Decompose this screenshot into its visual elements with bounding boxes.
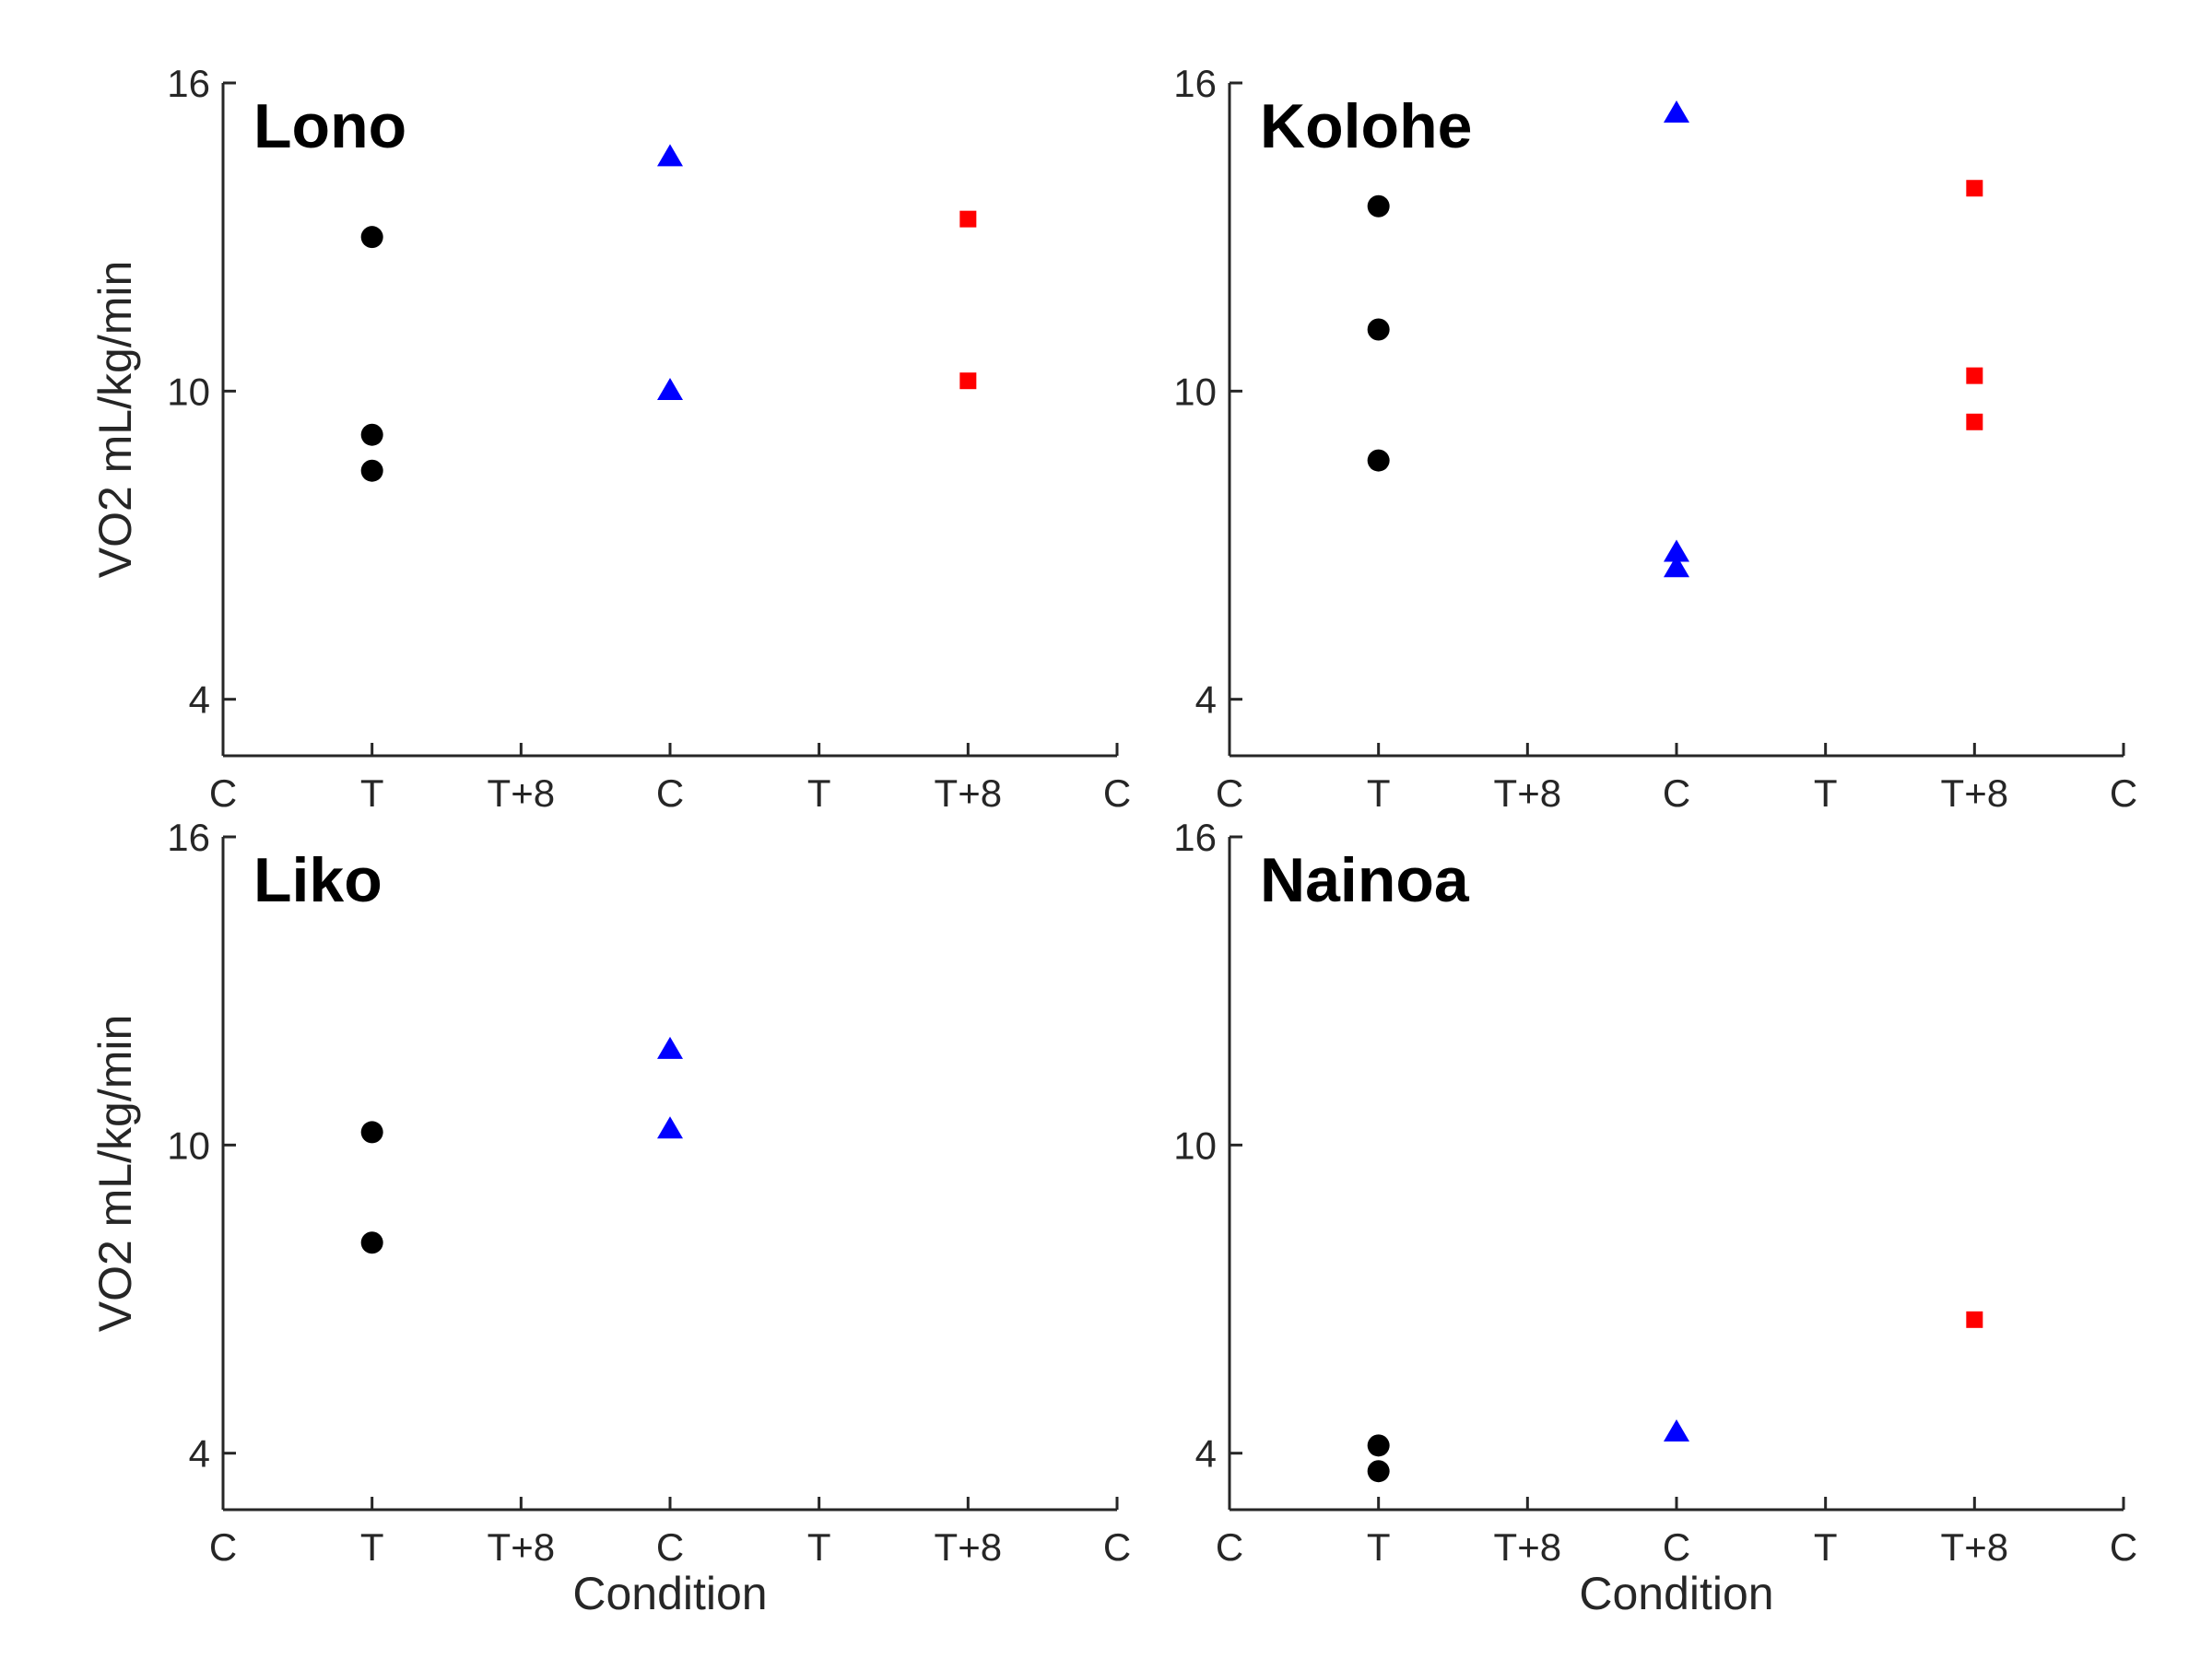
data-point-square <box>1966 413 1983 430</box>
x-tick-label: C <box>2110 771 2137 815</box>
data-point-square <box>1966 1311 1983 1328</box>
x-tick-label: T+8 <box>1494 1525 1562 1569</box>
panel-title: Liko <box>253 845 382 915</box>
x-tick-label: C <box>656 1525 684 1569</box>
data-point-circle <box>1367 1460 1390 1483</box>
x-tick-label: C <box>2110 1525 2137 1569</box>
y-tick-label: 4 <box>1195 678 1217 722</box>
data-point-triangle <box>657 1036 683 1059</box>
x-tick-label: C <box>209 771 237 815</box>
x-tick-label: T <box>1367 771 1391 815</box>
data-point-square <box>959 210 977 228</box>
panel-3: 4 10 16 C T T+8 C T T+8 C Nainoa Condition <box>1173 816 2137 1619</box>
y-tick-label: 4 <box>189 678 210 722</box>
data-point-circle <box>1367 1434 1390 1457</box>
data-point-square <box>1966 180 1983 197</box>
data-point-triangle <box>657 377 683 400</box>
y-tick-label: 4 <box>189 1432 210 1476</box>
x-tick-label: T <box>1367 1525 1391 1569</box>
y-tick-label: 16 <box>1173 816 1217 859</box>
x-tick-label: C <box>1103 1525 1131 1569</box>
x-tick-label: T+8 <box>935 771 1003 815</box>
panel-title: Kolohe <box>1260 91 1472 161</box>
x-tick-label: T+8 <box>935 1525 1003 1569</box>
panel-title: Lono <box>253 91 406 161</box>
data-point-circle <box>360 423 383 446</box>
data-point-triangle <box>1664 555 1689 578</box>
data-point-circle <box>360 226 383 249</box>
data-point-circle <box>1367 194 1390 218</box>
y-tick-label: 4 <box>1195 1432 1217 1476</box>
x-tick-label: C <box>1663 1525 1690 1569</box>
y-tick-label: 16 <box>167 816 210 859</box>
data-point-circle <box>360 1231 383 1254</box>
x-tick-label: T+8 <box>1494 771 1562 815</box>
x-tick-label: C <box>1663 771 1690 815</box>
data-point-circle <box>1367 318 1390 341</box>
panel-title: Nainoa <box>1260 845 1470 915</box>
data-point-triangle <box>1664 1419 1689 1442</box>
x-axis-label: Condition <box>572 1568 767 1619</box>
x-axis-label: Condition <box>1579 1568 1773 1619</box>
x-tick-label: T+8 <box>488 771 556 815</box>
data-point-square <box>959 372 977 390</box>
x-tick-label: T+8 <box>488 1525 556 1569</box>
x-tick-label: T <box>360 771 384 815</box>
x-tick-label: C <box>656 771 684 815</box>
y-tick-label: 16 <box>1173 62 1217 105</box>
panel-2: 4 10 16 C T T+8 C T T+8 C Liko VO2 mL/kg/min Conditi… <box>89 816 1131 1619</box>
x-tick-label: T <box>1814 1525 1838 1569</box>
y-axis-label: VO2 mL/kg/min <box>89 261 141 579</box>
data-point-circle <box>360 459 383 482</box>
data-point-triangle <box>657 1116 683 1139</box>
y-tick-label: 16 <box>167 62 210 105</box>
panel-0: 4 10 16 C T T+8 C T T+8 C Lono VO2 mL/kg/min <box>89 62 1131 815</box>
data-point-circle <box>1367 449 1390 472</box>
data-point-triangle <box>657 144 683 167</box>
x-tick-label: T+8 <box>1941 771 2009 815</box>
x-tick-label: C <box>1216 1525 1243 1569</box>
x-tick-label: T <box>807 1525 831 1569</box>
data-point-triangle <box>1664 100 1689 124</box>
x-tick-label: C <box>1103 771 1131 815</box>
panel-1: 4 10 16 C T T+8 C T T+8 C Kolohe <box>1173 62 2137 815</box>
x-tick-label: T <box>807 771 831 815</box>
y-axis-label: VO2 mL/kg/min <box>89 1015 141 1333</box>
x-tick-label: C <box>209 1525 237 1569</box>
x-tick-label: T+8 <box>1941 1525 2009 1569</box>
y-tick-label: 10 <box>167 370 210 413</box>
x-tick-label: T <box>1814 771 1838 815</box>
y-tick-label: 10 <box>167 1124 210 1167</box>
data-point-square <box>1966 367 1983 384</box>
y-tick-label: 10 <box>1173 370 1217 413</box>
data-point-triangle <box>1664 539 1689 562</box>
x-tick-label: C <box>1216 771 1243 815</box>
y-tick-label: 10 <box>1173 1124 1217 1167</box>
data-point-circle <box>360 1121 383 1144</box>
x-tick-label: T <box>360 1525 384 1569</box>
